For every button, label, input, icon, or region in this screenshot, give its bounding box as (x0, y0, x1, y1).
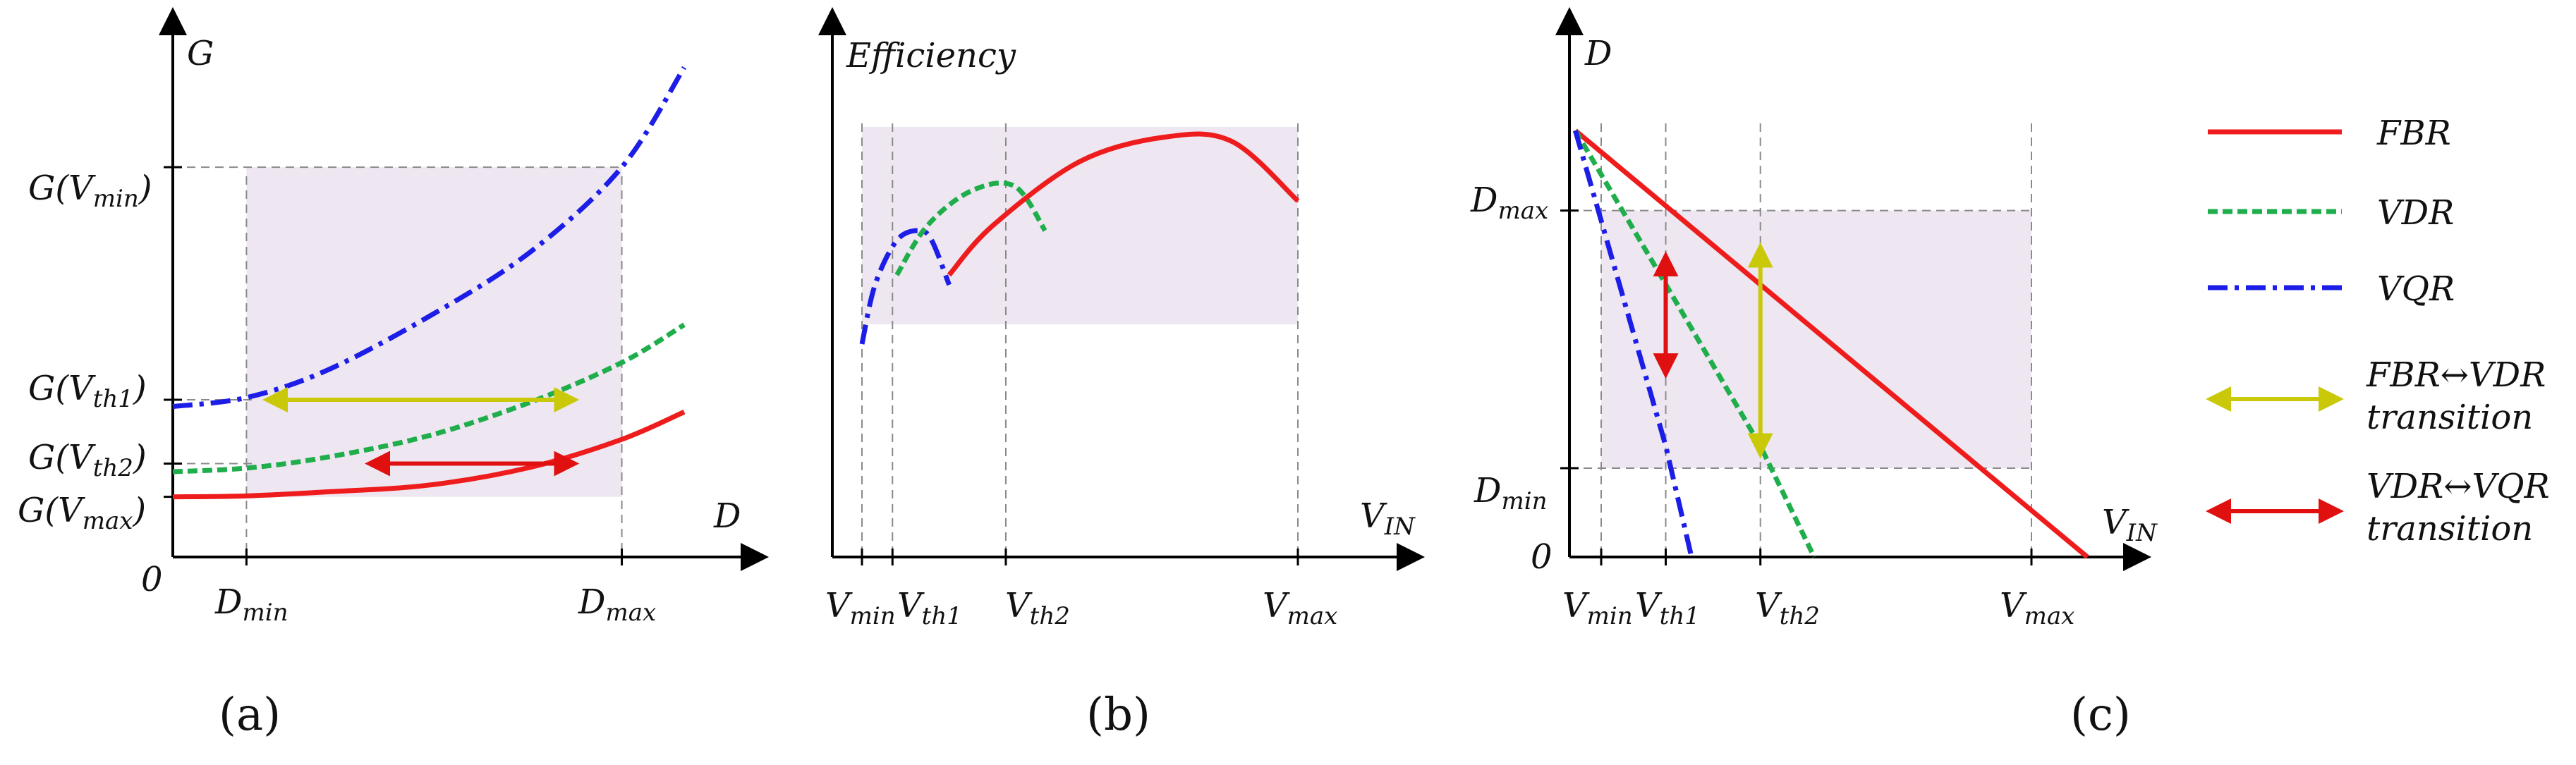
ytick-g-vmax: G(Vmax) (18, 491, 146, 535)
legend-fbr-vdr-line2: transition (2367, 398, 2533, 437)
ytick-c-dmax: Dmax (1470, 180, 1548, 225)
xtick-b-vmax: Vmax (1263, 586, 1337, 630)
series-vqr-b (859, 228, 952, 345)
xlabel-a: D (713, 496, 741, 536)
legend-fbr-vdr-line1: FBR↔VDR (2366, 355, 2546, 395)
legend-vdr-vqr-line2: transition (2367, 509, 2533, 549)
legend: FBR VDR VQR FBR↔VDR transition VDR↔VQR t… (2206, 114, 2550, 549)
panel-label-c: (c) (2070, 689, 2131, 741)
series-fbr-b (947, 131, 1300, 277)
panel-c: D VIN 0 Dmax Dmin Vmin Vth1 Vth2 Vmax (c… (1470, 7, 2158, 741)
ytick-g-vth1: G(Vth1) (28, 369, 147, 413)
panel-a: G D 0 G(Vmin) G(Vth1) G(Vth2) G(Vmax) Dm… (18, 7, 769, 741)
series-fbr-a (172, 410, 686, 500)
xtick-b-vth1: Vth1 (897, 586, 962, 630)
ytick-g-vmin: G(Vmin) (28, 169, 152, 213)
xtick-c-vth2: Vth2 (1755, 586, 1820, 630)
ytick-g-vth2: G(Vth2) (28, 438, 147, 482)
operating-region-b (862, 127, 1298, 324)
xtick-c-vmin: Vmin (1562, 586, 1633, 630)
panel-label-a: (a) (219, 689, 281, 741)
xtick-b-vth2: Vth2 (1005, 586, 1070, 630)
series-vdr-a (172, 322, 686, 475)
xtick-d-max: Dmax (578, 582, 656, 627)
series-fbr-c (1574, 128, 2089, 559)
origin-c: 0 (1531, 537, 1553, 577)
xtick-b-vmin: Vmin (825, 586, 896, 630)
ylabel-c: D (1584, 34, 1612, 73)
xtick-c-vth1: Vth1 (1635, 586, 1700, 630)
ylabel-a: G (187, 34, 214, 73)
series-vdr-c (1573, 129, 1817, 558)
legend-vdr-label: VDR (2377, 193, 2454, 233)
origin-a: 0 (141, 560, 163, 599)
panel-b: Efficiency VIN Vmin Vth1 Vth2 Vmax (b) (818, 7, 1425, 741)
ytick-c-dmin: Dmin (1474, 471, 1548, 515)
series-vqr-a (172, 66, 686, 410)
xlabel-b: VIN (1360, 496, 1416, 541)
xtick-c-vmax: Vmax (2000, 586, 2074, 630)
operating-region-a (246, 167, 622, 497)
xlabel-c: VIN (2102, 503, 2158, 547)
xtick-d-min: Dmin (214, 582, 288, 627)
series-vdr-b (894, 180, 1047, 276)
legend-vdr-vqr-line1: VDR↔VQR (2367, 467, 2550, 506)
legend-fbr-label: FBR (2376, 114, 2451, 153)
panel-label-b: (b) (1086, 689, 1150, 741)
ylabel-b: Efficiency (846, 36, 1016, 75)
legend-vqr-label: VQR (2377, 269, 2455, 309)
